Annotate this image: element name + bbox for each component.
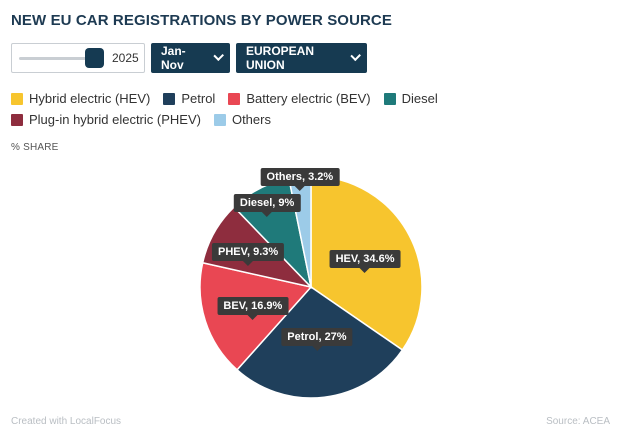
- slice-label-diesel: Diesel, 9%: [233, 194, 301, 218]
- slider-year-value: 2025: [112, 51, 139, 65]
- slice-label-phev: PHEV, 9.3%: [212, 242, 285, 266]
- chart-title: NEW EU CAR REGISTRATIONS BY POWER SOURCE: [11, 12, 392, 29]
- legend-label: Petrol: [181, 91, 216, 106]
- legend-item-diesel[interactable]: Diesel: [383, 90, 438, 107]
- legend-swatch: [383, 92, 396, 105]
- legend-label: Hybrid electric (HEV): [29, 91, 151, 106]
- legend-label: Plug-in hybrid electric (PHEV): [29, 112, 201, 127]
- slider-track[interactable]: [19, 57, 99, 60]
- legend-label: Others: [231, 112, 271, 127]
- legend-item-petrol[interactable]: Petrol: [163, 90, 215, 107]
- legend-swatch: [228, 92, 241, 105]
- controls-bar: 2025 Jan-Nov EUROPEAN UNION: [11, 43, 367, 73]
- share-label: % SHARE: [11, 142, 59, 153]
- legend-item-others[interactable]: Others: [213, 111, 271, 128]
- period-dropdown[interactable]: Jan-Nov: [151, 43, 230, 73]
- slider-handle[interactable]: [85, 48, 104, 68]
- slice-label-bev: BEV, 16.9%: [217, 296, 289, 320]
- legend-item-phev[interactable]: Plug-in hybrid electric (PHEV): [11, 111, 201, 128]
- year-slider[interactable]: 2025: [11, 43, 145, 73]
- legend-item-hev[interactable]: Hybrid electric (HEV): [11, 90, 150, 107]
- legend-swatch: [213, 113, 226, 126]
- period-dropdown-label: Jan-Nov: [161, 44, 186, 72]
- legend: Hybrid electric (HEV) Petrol Battery elect…: [11, 90, 611, 128]
- legend-label: Battery electric (BEV): [246, 91, 371, 106]
- legend-swatch: [11, 113, 23, 126]
- slice-label-others: Others, 3.2%: [260, 167, 340, 191]
- region-dropdown-label: EUROPEAN UNION: [246, 44, 315, 72]
- credit-text[interactable]: Created with LocalFocus: [11, 416, 122, 427]
- legend-swatch: [11, 92, 23, 105]
- legend-item-bev[interactable]: Battery electric (BEV): [228, 90, 371, 107]
- slice-label-petrol: Petrol, 27%: [281, 327, 353, 351]
- slice-label-hev: HEV, 34.6%: [329, 249, 401, 273]
- region-dropdown[interactable]: EUROPEAN UNION: [236, 43, 367, 73]
- legend-swatch: [163, 92, 176, 105]
- legend-label: Diesel: [401, 91, 438, 106]
- source-text: Source: ACEA: [546, 416, 610, 427]
